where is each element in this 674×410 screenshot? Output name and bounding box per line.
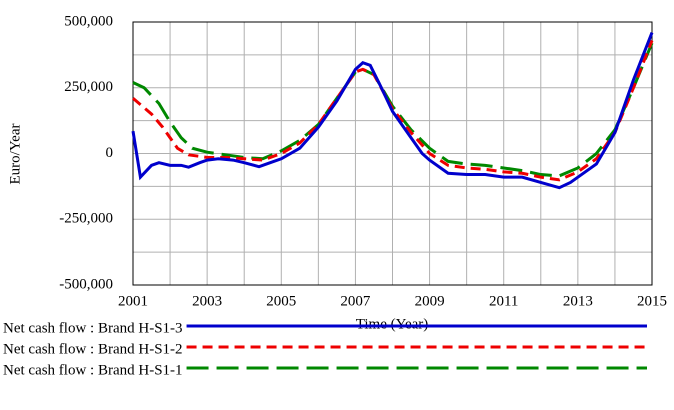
plot-frame [132,21,653,286]
legend-label: Net cash flow : Brand H-S1-1 [3,362,183,378]
y-axis-label: Euro/Year [7,124,23,185]
y-tick-label: 500,000 [64,13,113,29]
series-line [131,31,654,190]
y-tick-label: 250,000 [64,79,113,95]
x-tick-label: 2001 [118,293,148,309]
x-tick-label: 2013 [563,293,593,309]
y-tick-label: -500,000 [59,276,113,292]
x-tick-label: 2003 [192,293,222,309]
y-tick-label: -250,000 [59,211,113,227]
x-tick-label: 2005 [266,293,296,309]
y-tick-label: 0 [106,145,114,161]
x-tick-label: 2009 [415,293,445,309]
legend-label: Net cash flow : Brand H-S1-2 [3,341,183,357]
x-tick-label: 2007 [340,293,371,309]
legend-label: Net cash flow : Brand H-S1-3 [3,320,183,336]
x-tick-label: 2015 [637,293,667,309]
x-axis-label: Time (Year) [356,316,429,332]
x-tick-label: 2011 [489,293,518,309]
series-line [132,42,654,178]
